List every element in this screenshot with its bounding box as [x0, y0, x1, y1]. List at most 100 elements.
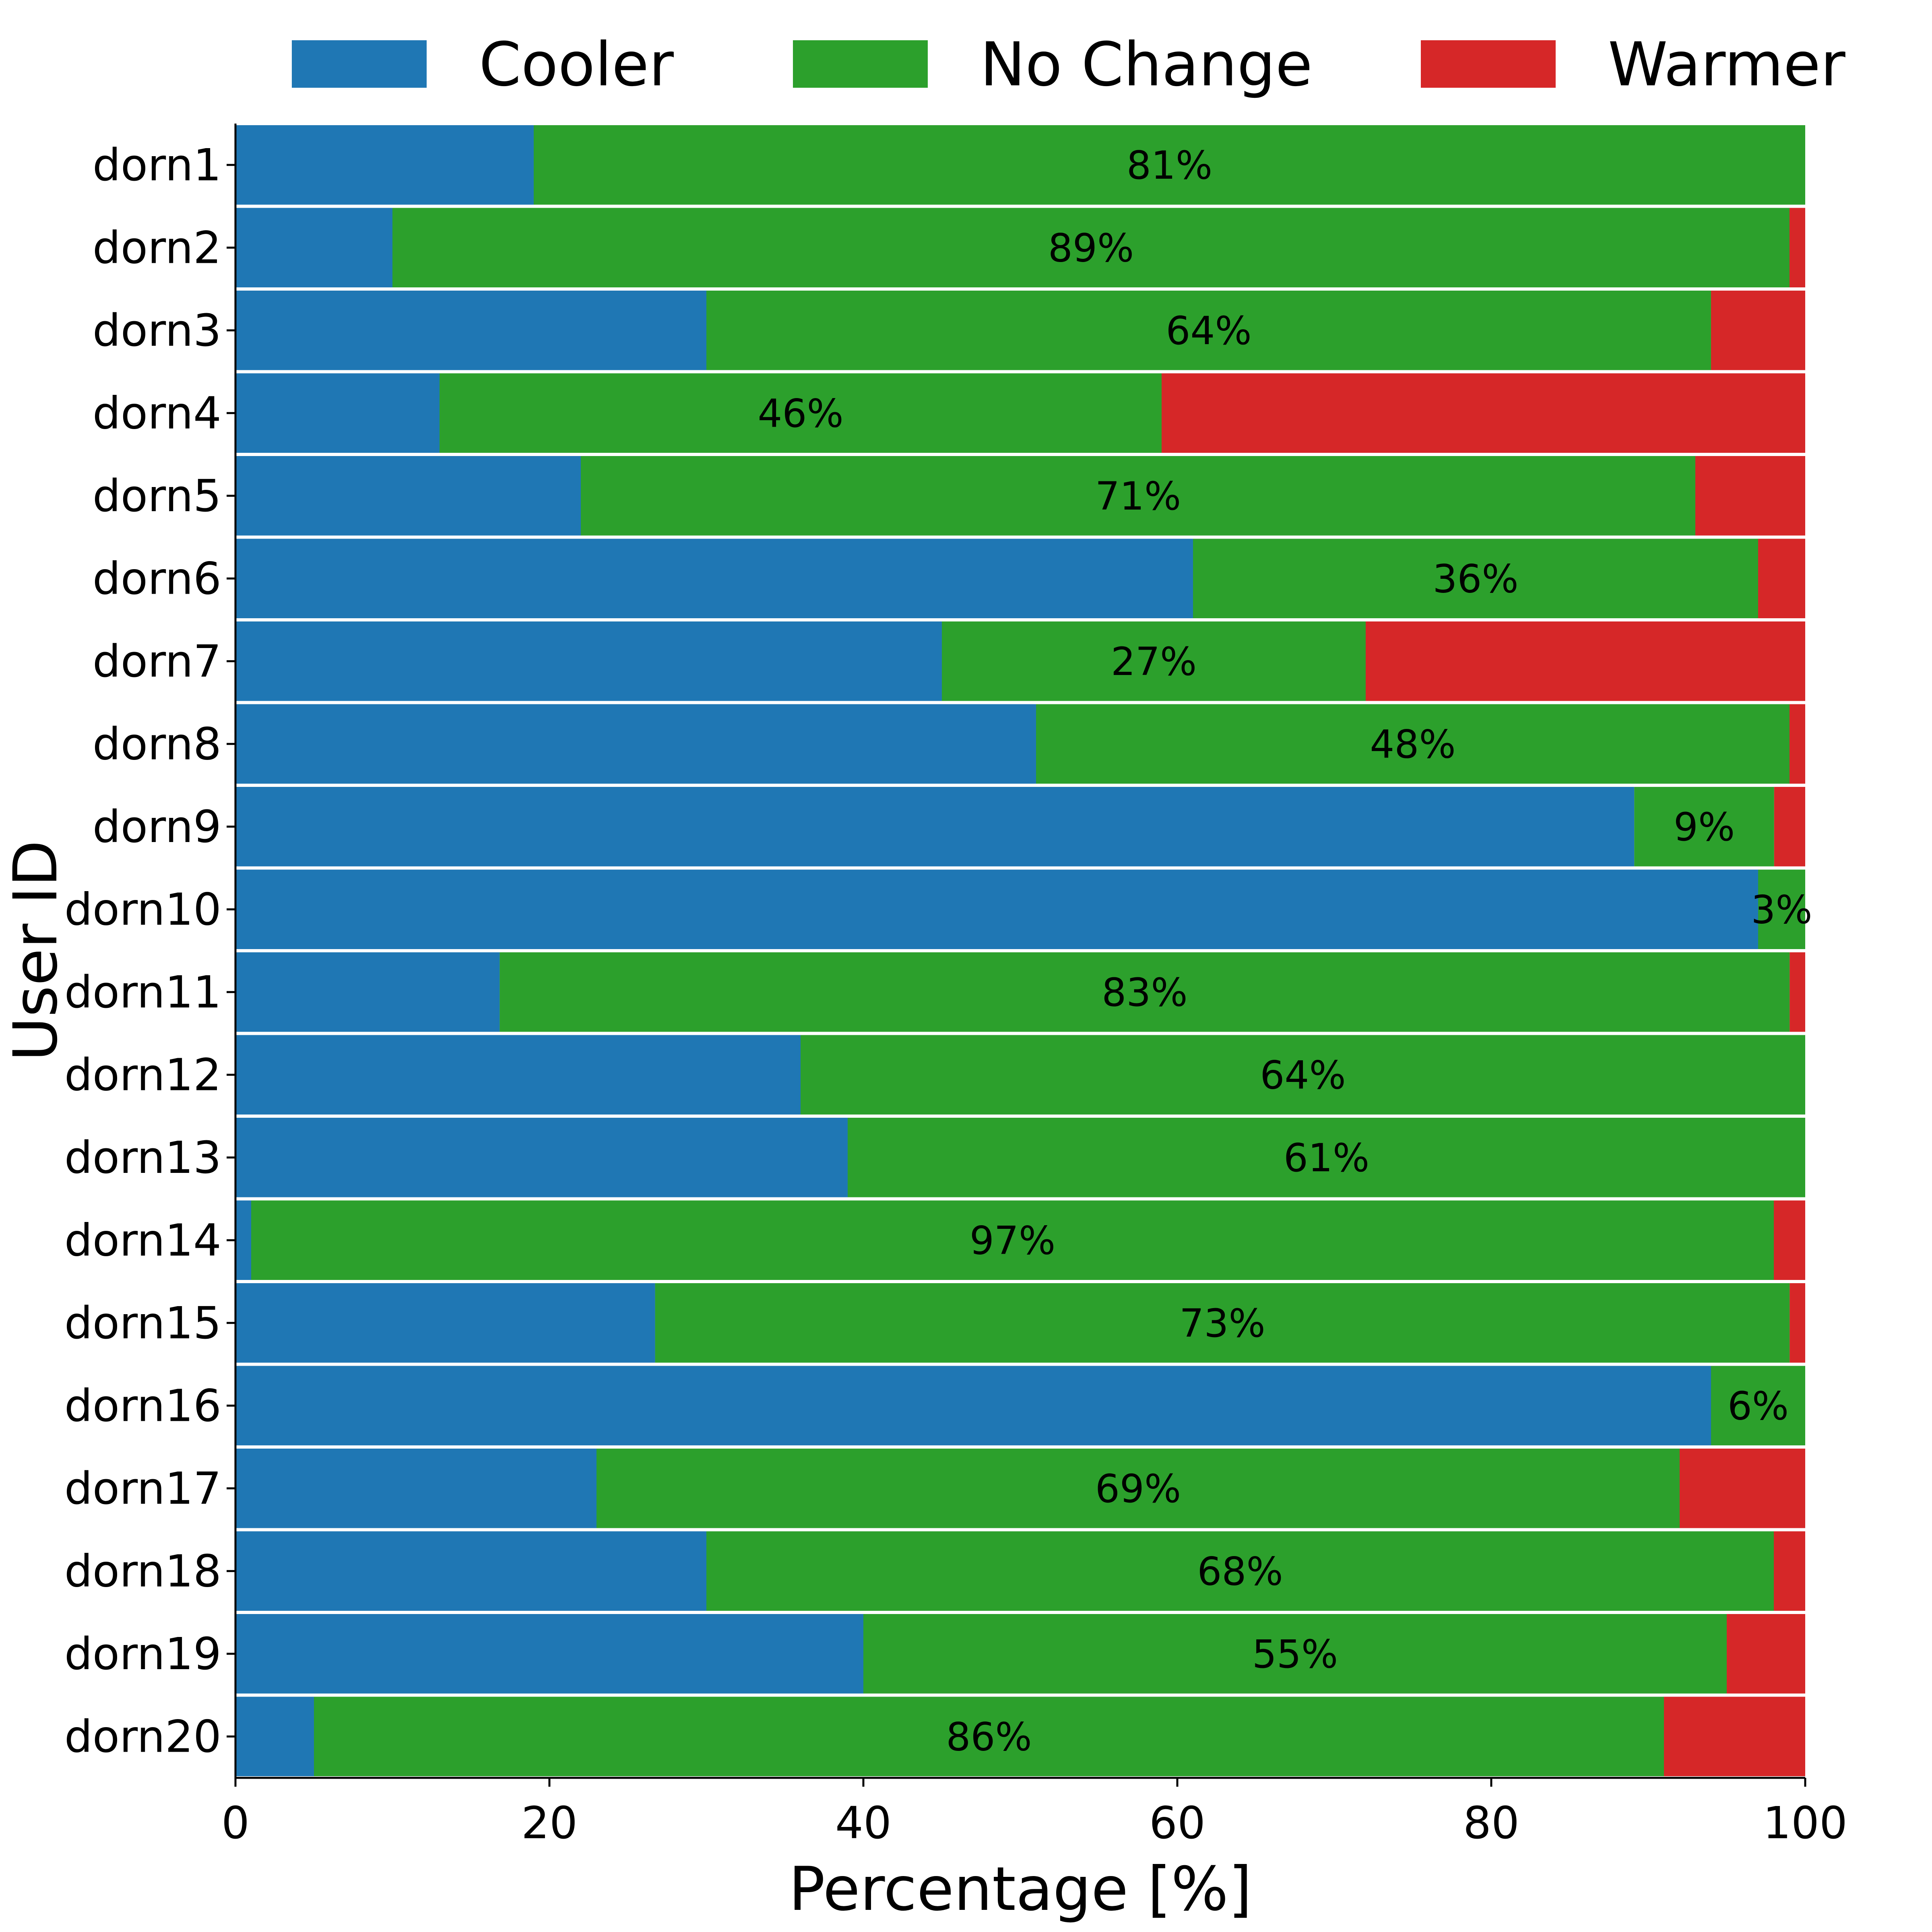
- x-tick-label-60: 60: [1149, 1797, 1205, 1849]
- data-labels: 81% 89% 64% 46% 71% 36% 27% 48% 9% 3% 83% 64% 61% 97%…: [758, 143, 1812, 1760]
- bar-cooler-dorn2: [235, 208, 392, 287]
- data-label-dorn7: 27%: [1111, 639, 1197, 684]
- data-label-dorn12: 64%: [1260, 1053, 1346, 1098]
- y-tick-label-dorn16: dorn16: [64, 1380, 221, 1431]
- bar-no-change-dorn11: [500, 952, 1790, 1032]
- bar-cooler-dorn13: [235, 1118, 848, 1197]
- bar-cooler-dorn18: [235, 1531, 706, 1611]
- y-tick-label-dorn2: dorn2: [93, 222, 221, 273]
- bar-cooler-dorn8: [235, 704, 1036, 784]
- legend: Cooler No Change Warmer: [292, 30, 1845, 100]
- bar-warmer-dorn19: [1727, 1614, 1805, 1694]
- legend-label-cooler: Cooler: [479, 30, 674, 100]
- y-tick-label-dorn15: dorn15: [64, 1297, 221, 1349]
- bar-cooler-dorn15: [235, 1283, 655, 1363]
- data-label-dorn16: 6%: [1728, 1383, 1789, 1428]
- y-tick-label-dorn8: dorn8: [93, 718, 221, 770]
- data-label-dorn18: 68%: [1197, 1549, 1283, 1594]
- data-label-dorn3: 64%: [1166, 308, 1251, 353]
- bar-no-change-dorn6: [1193, 539, 1758, 618]
- bar-warmer-dorn2: [1790, 208, 1805, 287]
- x-tick-label-20: 20: [521, 1797, 578, 1849]
- bar-no-change-dorn5: [581, 456, 1695, 536]
- y-tick-label-dorn7: dorn7: [93, 636, 221, 687]
- y-tick-label-dorn11: dorn11: [64, 966, 221, 1018]
- bar-warmer-dorn14: [1774, 1200, 1805, 1280]
- bar-no-change-dorn12: [801, 1035, 1805, 1115]
- y-tick-label-dorn10: dorn10: [64, 883, 221, 935]
- bar-cooler-dorn4: [235, 373, 440, 453]
- bar-cooler-dorn7: [235, 621, 942, 701]
- x-tick-label-0: 0: [221, 1797, 250, 1849]
- bar-warmer-dorn6: [1758, 539, 1805, 618]
- bar-cooler-dorn19: [235, 1614, 863, 1694]
- y-tick-label-dorn14: dorn14: [64, 1214, 221, 1266]
- y-tick-label-dorn1: dorn1: [93, 139, 221, 191]
- bar-cooler-dorn14: [235, 1200, 251, 1280]
- bar-cooler-dorn6: [235, 539, 1193, 618]
- bar-cooler-dorn12: [235, 1035, 801, 1115]
- bar-no-change-dorn8: [1036, 704, 1790, 784]
- data-label-dorn19: 55%: [1252, 1632, 1338, 1677]
- bar-no-change-dorn2: [392, 208, 1790, 287]
- legend-swatch-no-change: [793, 40, 928, 88]
- bar-no-change-dorn17: [597, 1449, 1680, 1528]
- y-tick-label-dorn20: dorn20: [64, 1711, 221, 1762]
- bar-cooler-dorn1: [235, 125, 534, 205]
- data-label-dorn6: 36%: [1432, 556, 1518, 601]
- bar-cooler-dorn11: [235, 952, 500, 1032]
- data-label-dorn1: 81%: [1127, 143, 1212, 188]
- data-label-dorn4: 46%: [758, 391, 843, 436]
- bar-cooler-dorn16: [235, 1366, 1711, 1445]
- bar-warmer-dorn15: [1790, 1283, 1805, 1363]
- bar-no-change-dorn13: [848, 1118, 1805, 1197]
- bar-cooler-dorn20: [235, 1697, 314, 1776]
- y-axis: dorn1 dorn2 dorn3 dorn4 dorn5 dorn6 dorn7 dorn8…: [64, 124, 237, 1778]
- bar-warmer-dorn8: [1790, 704, 1805, 784]
- bar-no-change-dorn15: [655, 1283, 1790, 1363]
- bar-no-change-dorn16: [1711, 1366, 1805, 1445]
- data-label-dorn10: 3%: [1751, 887, 1812, 932]
- bar-no-change-dorn1: [534, 125, 1805, 205]
- bar-cooler-dorn17: [235, 1449, 597, 1528]
- bar-cooler-dorn9: [235, 787, 1635, 867]
- data-label-dorn2: 89%: [1048, 225, 1134, 270]
- bar-warmer-dorn4: [1162, 373, 1805, 453]
- bar-warmer-dorn9: [1774, 787, 1805, 867]
- legend-swatch-warmer: [1421, 40, 1556, 88]
- bar-warmer-dorn7: [1366, 621, 1805, 701]
- bar-warmer-dorn3: [1711, 291, 1805, 370]
- data-label-dorn5: 71%: [1095, 474, 1181, 519]
- bar-no-change-dorn3: [706, 291, 1711, 370]
- bar-warmer-dorn5: [1695, 456, 1805, 536]
- bar-warmer-dorn17: [1680, 1449, 1805, 1528]
- bar-no-change-dorn14: [251, 1200, 1774, 1280]
- data-label-dorn13: 61%: [1284, 1135, 1369, 1181]
- y-tick-label-dorn3: dorn3: [93, 305, 221, 356]
- bar-no-change-dorn7: [942, 621, 1366, 701]
- x-tick-label-40: 40: [835, 1797, 892, 1849]
- x-tick-label-80: 80: [1463, 1797, 1519, 1849]
- bars: [235, 125, 1805, 1776]
- x-axis: 0 20 40 60 80 100: [221, 1777, 1847, 1849]
- y-tick-label-dorn6: dorn6: [93, 553, 221, 604]
- y-tick-label-dorn18: dorn18: [64, 1545, 221, 1597]
- x-tick-label-100: 100: [1763, 1797, 1847, 1849]
- y-tick-label-dorn4: dorn4: [93, 387, 221, 439]
- bar-warmer-dorn20: [1664, 1697, 1805, 1776]
- x-axis-label: Percentage [%]: [788, 1854, 1252, 1924]
- bar-no-change-dorn19: [863, 1614, 1727, 1694]
- bar-no-change-dorn9: [1634, 787, 1774, 867]
- data-label-dorn15: 73%: [1179, 1301, 1265, 1346]
- bar-no-change-dorn20: [314, 1697, 1664, 1776]
- y-tick-label-dorn9: dorn9: [93, 801, 221, 852]
- y-axis-label: User ID: [1, 840, 71, 1061]
- y-tick-label-dorn17: dorn17: [64, 1463, 221, 1514]
- bar-warmer-dorn18: [1774, 1531, 1805, 1611]
- legend-label-no-change: No Change: [980, 30, 1313, 100]
- y-tick-label-dorn13: dorn13: [64, 1132, 221, 1183]
- y-tick-label-dorn5: dorn5: [93, 470, 221, 522]
- data-label-dorn14: 97%: [970, 1218, 1055, 1263]
- data-label-dorn9: 9%: [1674, 805, 1735, 850]
